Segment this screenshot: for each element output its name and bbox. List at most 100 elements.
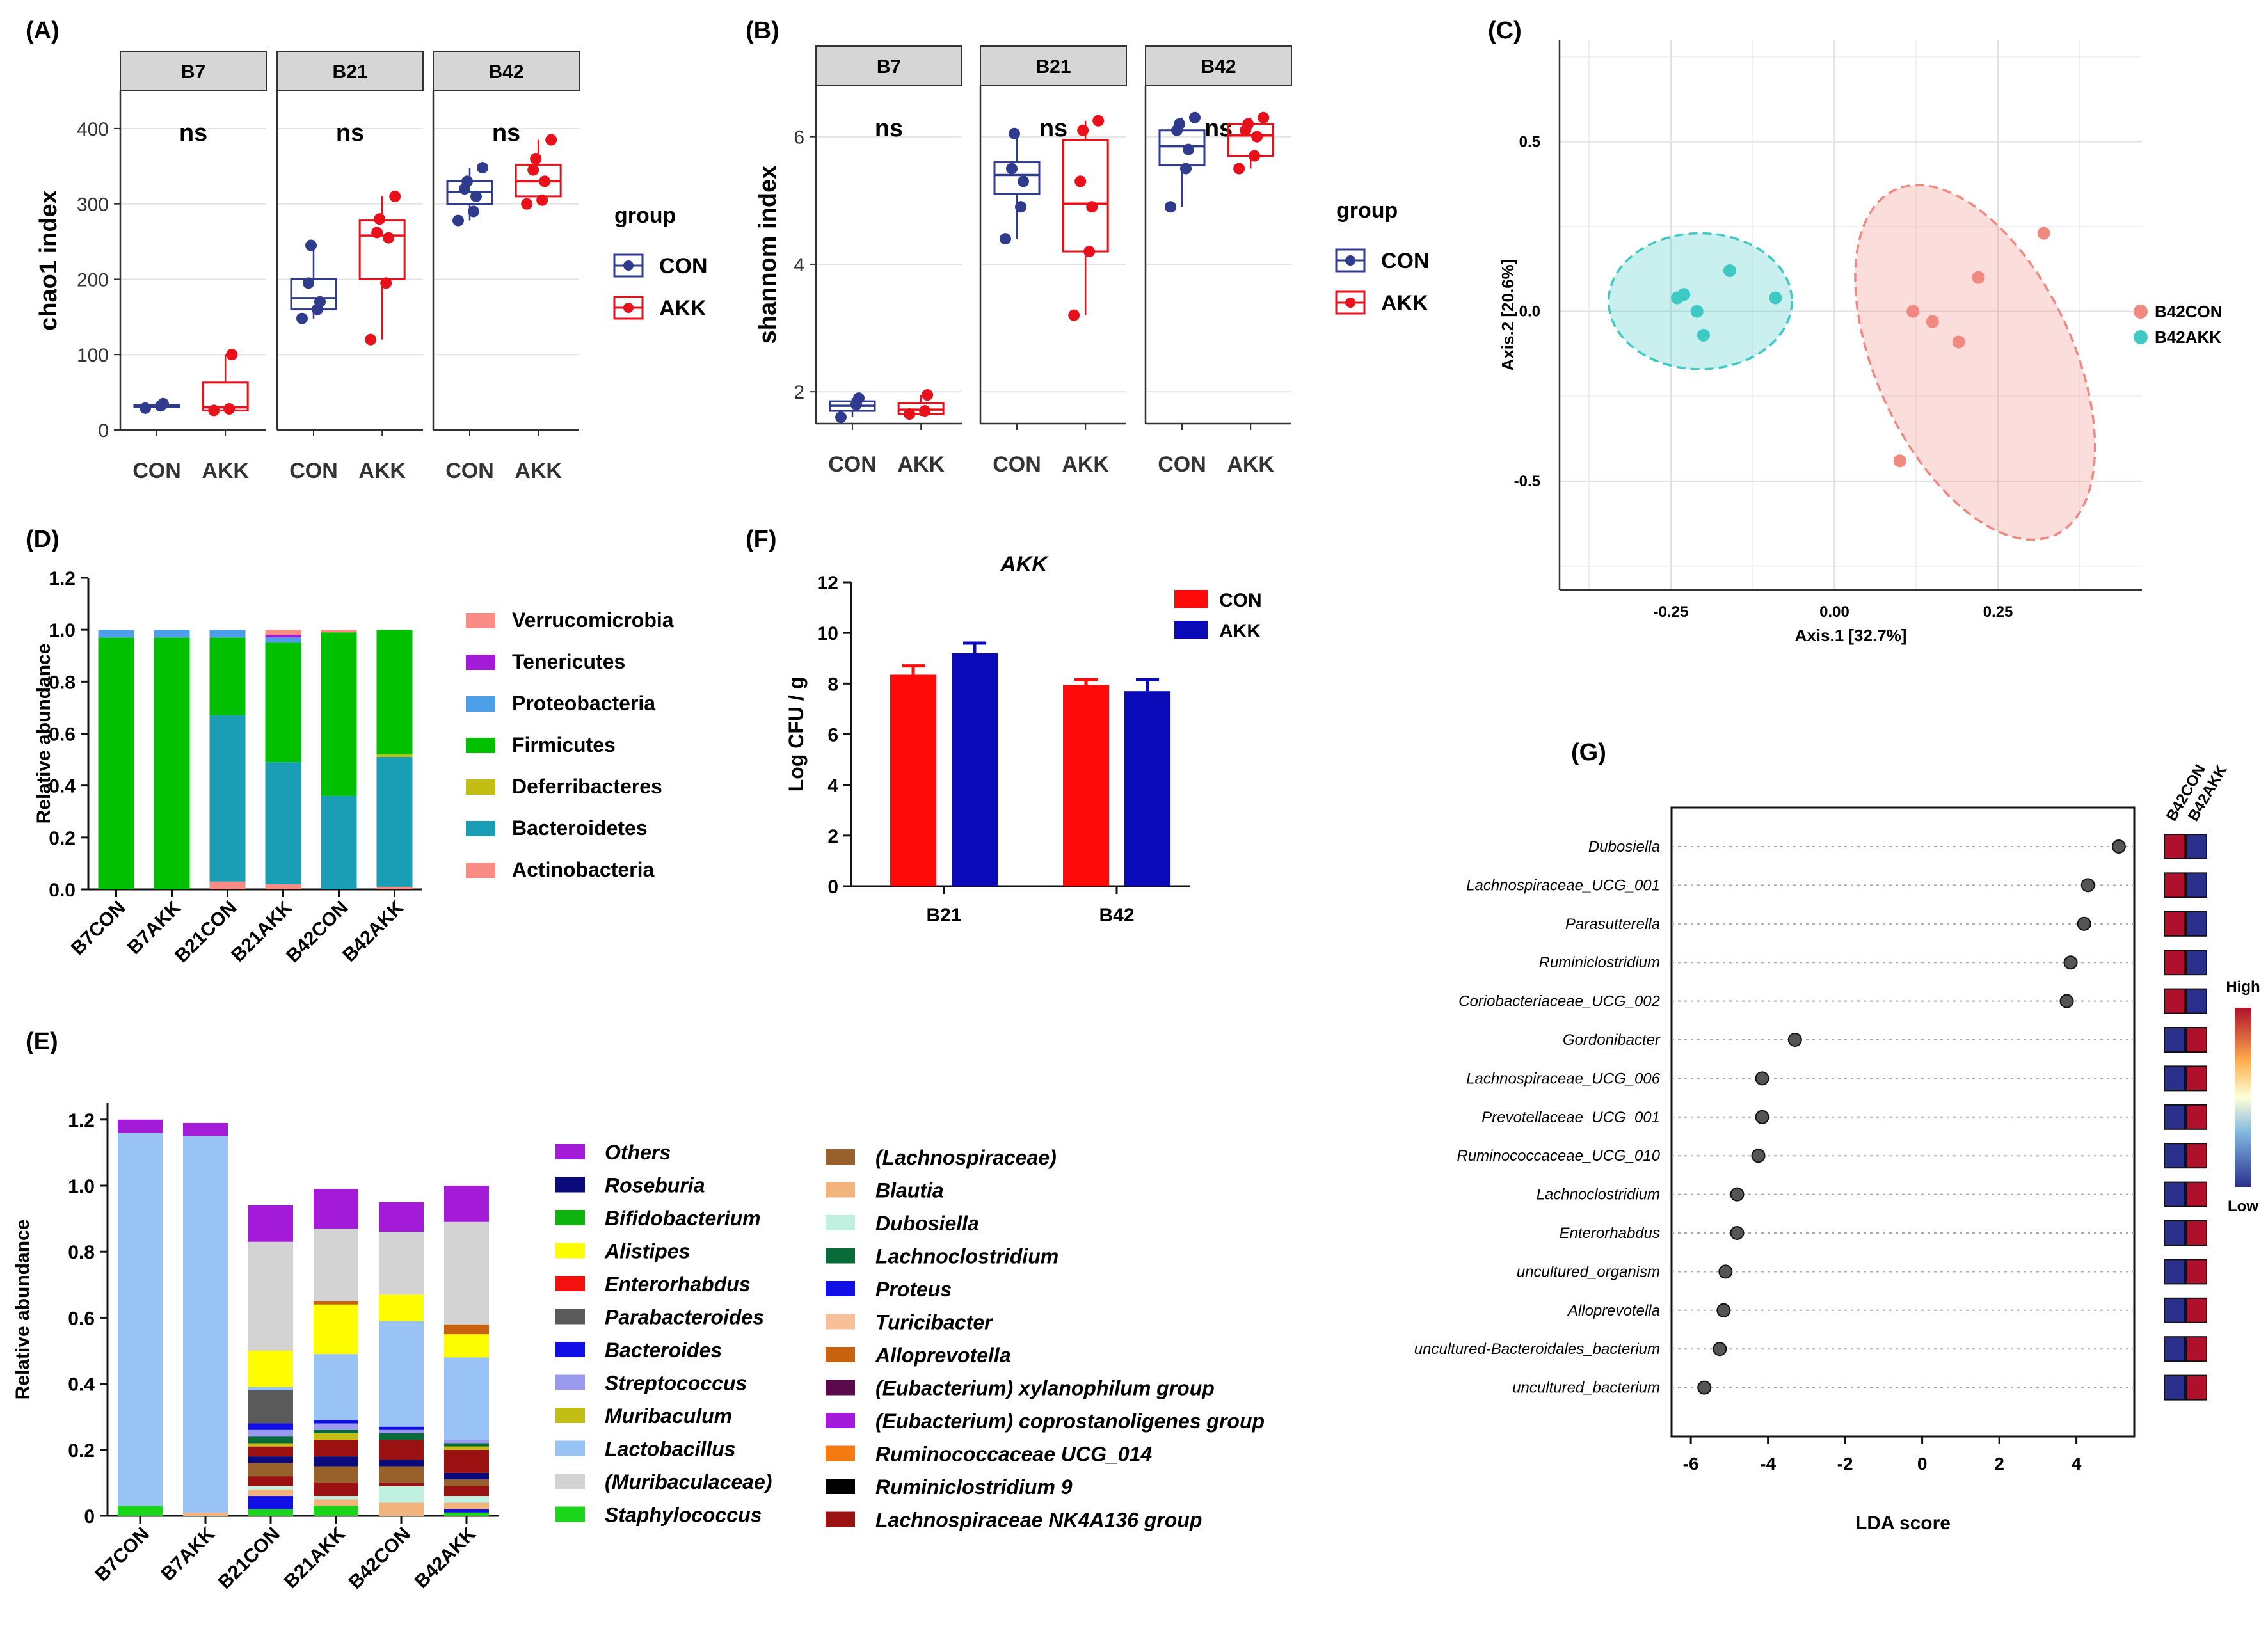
heat-cell-con: [2164, 1259, 2185, 1285]
stack-segment: [248, 1436, 293, 1444]
heat-cell-akk: [2185, 1259, 2207, 1285]
legend-key: [2134, 330, 2148, 344]
y-axis-title: Relative abundance: [12, 1220, 33, 1400]
bar: [1124, 691, 1170, 886]
y-tick-label: 2: [794, 382, 804, 403]
panel-b-shannon-box: shannom index 2 4 6 B7 ns CON AKK B21 ns CON AKK B42…: [755, 45, 1430, 477]
scatter-point: [1697, 328, 1710, 342]
x-axis-title: LDA score: [1855, 1513, 1951, 1534]
stack-segment: [314, 1301, 358, 1305]
box-point: [371, 227, 383, 239]
stack-segment: [248, 1387, 293, 1390]
box-point: [530, 153, 542, 164]
legend-label: AKK: [659, 296, 707, 321]
legend-key: [555, 1440, 585, 1456]
y-tick-label: 1.2: [49, 568, 76, 589]
stack-segment: [265, 642, 301, 763]
x-tick-label: B21CON: [171, 897, 241, 967]
x-tick-label: B7CON: [67, 897, 130, 960]
y-tick-label: 100: [77, 345, 109, 366]
y-tick-label: 300: [77, 195, 109, 216]
x-tick-label: 2: [1994, 1454, 2004, 1474]
stack-segment: [248, 1429, 293, 1437]
plot-frame: [1670, 806, 2136, 1438]
y-axis-title: Log CFU / g: [785, 677, 808, 792]
box-point: [1092, 115, 1105, 127]
legend-key: [555, 1374, 585, 1390]
y-tick-label: 0.5: [1519, 133, 1540, 150]
y-tick-label: 1.0: [49, 620, 76, 641]
y-tick-label: 4: [827, 776, 838, 797]
legend-key: [1174, 621, 1208, 639]
scatter-point: [2037, 227, 2050, 240]
box-point: [208, 404, 220, 417]
facet-strip: [433, 51, 580, 91]
box-point: [521, 198, 533, 210]
stack-segment: [379, 1426, 424, 1430]
x-tick-label: 4: [2072, 1454, 2082, 1474]
y-tick-label: 0.6: [68, 1308, 95, 1329]
heat-cell-con: [2164, 1104, 2185, 1130]
taxon-label: Coriobacteriaceae_UCG_002: [1458, 993, 1660, 1010]
panel-a-chao1-box: chao1 index 0 100 200 300 400 B7 ns CON AKK B21 ns C…: [35, 51, 708, 483]
legend-label: (Eubacterium) coprostanoligenes group: [875, 1410, 1265, 1433]
legend-label: Bacteroides: [605, 1339, 722, 1362]
significance-label: ns: [1039, 115, 1067, 142]
legend-key: [466, 779, 495, 795]
lda-point: [2077, 916, 2091, 931]
stack-segment: [209, 715, 246, 882]
stack-segment: [444, 1512, 489, 1516]
stack-segment: [248, 1456, 293, 1463]
legend-key: [826, 1281, 855, 1296]
x-tick-label: CON: [1158, 452, 1206, 477]
legend-key: [1174, 590, 1208, 608]
y-tick-label: 0.0: [1519, 303, 1540, 321]
box-point: [1006, 163, 1018, 175]
stack-segment: [444, 1443, 489, 1447]
heat-cell-con: [2164, 872, 2185, 898]
stack-segment: [118, 1133, 163, 1506]
x-tick-label: 0: [1917, 1454, 1928, 1474]
legend-key: [826, 1248, 855, 1264]
heat-cell-akk: [2185, 1181, 2207, 1207]
heat-cell-akk: [2185, 911, 2207, 937]
legend-label: Others: [605, 1141, 671, 1164]
y-tick-label: 12: [817, 573, 838, 594]
heat-cell-akk: [2185, 834, 2207, 859]
x-tick-label: CON: [132, 459, 181, 483]
stack-segment: [183, 1136, 228, 1513]
box-point: [477, 162, 488, 174]
legend-label: Enterorhabdus: [605, 1273, 751, 1296]
x-tick-label: AKK: [515, 459, 562, 483]
lda-point: [1755, 1071, 1769, 1086]
stack-segment: [444, 1486, 489, 1497]
confidence-ellipse: [1607, 232, 1793, 370]
box-point: [536, 194, 548, 206]
stack-segment: [314, 1354, 358, 1420]
stack-segment: [444, 1186, 489, 1222]
x-tick-label: -4: [1760, 1454, 1776, 1474]
stack-segment: [248, 1443, 293, 1447]
y-tick-label: 0.4: [49, 776, 76, 797]
facet-strip-label: B7: [877, 56, 901, 77]
facet-strip-label: B42: [488, 61, 523, 83]
lda-point: [2059, 994, 2074, 1008]
stack-segment: [248, 1446, 293, 1457]
significance-label: ns: [179, 120, 207, 147]
confidence-ellipse: [1854, 184, 2096, 541]
stack-segment: [248, 1489, 293, 1497]
heat-cell-akk: [2185, 872, 2207, 898]
box-point: [1083, 246, 1096, 258]
legend-title: group: [614, 203, 676, 228]
stack-segment: [314, 1499, 358, 1506]
stack-segment: [209, 630, 246, 638]
stack-segment: [444, 1446, 489, 1450]
y-tick-label: 0: [84, 1506, 95, 1527]
heat-cell-akk: [2185, 1027, 2207, 1053]
heat-cell-akk: [2185, 988, 2207, 1014]
stack-segment: [118, 1506, 163, 1516]
y-tick-label: 200: [77, 269, 109, 290]
stack-segment: [314, 1466, 358, 1483]
heat-cell-con: [2164, 834, 2185, 859]
stack-segment: [379, 1433, 424, 1440]
